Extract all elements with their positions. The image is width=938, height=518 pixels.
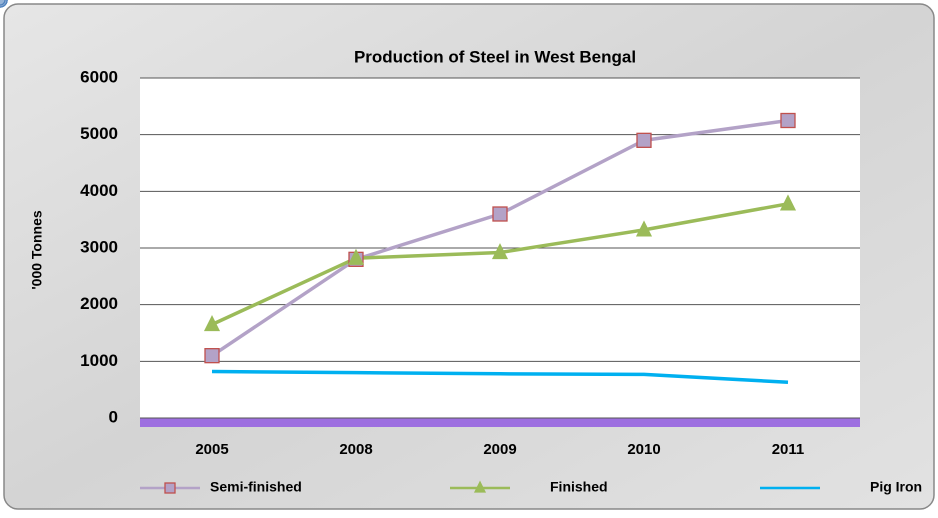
legend-label: Finished	[550, 479, 608, 495]
legend-label: Semi-finished	[210, 479, 302, 495]
data-point	[780, 112, 796, 129]
legend-marker	[164, 482, 176, 494]
series-line	[211, 369, 789, 385]
x-tick-label: 2008	[339, 441, 372, 458]
data-point	[204, 348, 220, 364]
data-point	[635, 220, 653, 237]
legend-marker	[0, 0, 6, 6]
data-point	[491, 243, 509, 260]
data-point	[779, 194, 797, 211]
data-point	[636, 132, 652, 148]
floor	[140, 418, 860, 427]
y-tick-label: 6000	[80, 67, 118, 86]
legend-marker	[473, 480, 487, 493]
chart-title: Production of Steel in West Bengal	[354, 47, 636, 66]
data-point	[347, 248, 365, 265]
y-tick-label: 2000	[80, 294, 118, 313]
y-tick-label: 3000	[80, 237, 118, 256]
x-tick-label: 2005	[195, 441, 228, 458]
data-point	[492, 206, 508, 222]
legend-label: Pig Iron	[870, 479, 922, 495]
data-point	[203, 315, 221, 332]
x-tick-label: 2010	[627, 441, 660, 458]
y-axis-label: '000 Tonnes	[29, 210, 45, 290]
y-tick-label: 1000	[80, 351, 118, 370]
x-tick-label: 2009	[483, 441, 516, 458]
y-tick-label: 4000	[80, 181, 118, 200]
y-tick-label: 0	[109, 407, 118, 426]
y-tick-label: 5000	[80, 124, 118, 143]
x-tick-label: 2011	[772, 441, 805, 458]
